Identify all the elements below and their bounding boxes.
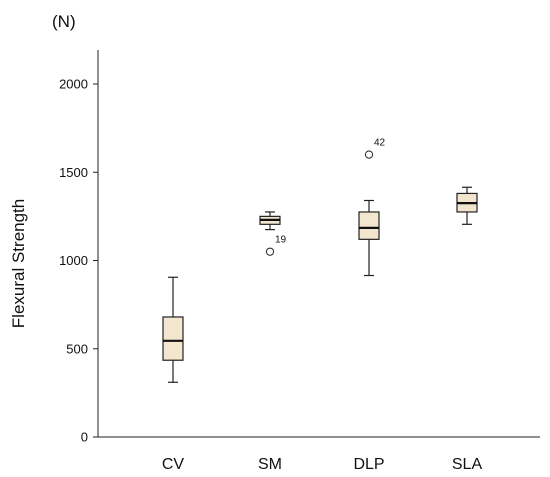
- y-tick-label: 0: [81, 430, 88, 445]
- outlier-label: 19: [275, 235, 287, 246]
- iqr-box: [358, 211, 380, 240]
- x-tick-label: SLA: [452, 456, 483, 473]
- x-tick-label: SM: [258, 456, 282, 473]
- box-sm: [259, 211, 281, 231]
- y-unit-label: (N): [52, 12, 76, 31]
- outlier-point: [364, 150, 374, 159]
- iqr-box: [162, 316, 184, 361]
- x-ticks: CV SM DLP SLA: [162, 456, 483, 473]
- y-tick-label: 500: [66, 341, 88, 356]
- x-tick-label: CV: [162, 456, 185, 473]
- outlier-point: [265, 247, 275, 256]
- y-tick-label: 1000: [59, 253, 88, 268]
- box-dlp: [358, 199, 380, 277]
- y-ticks: 0 500 1000 1500 2000: [59, 77, 98, 445]
- outlier-label: 42: [374, 138, 386, 149]
- y-tick-label: 1500: [59, 165, 88, 180]
- box-cv: [162, 276, 184, 383]
- y-axis-label: Flexural Strength: [9, 199, 28, 328]
- boxes: [162, 186, 478, 383]
- box-sla: [456, 186, 478, 225]
- y-tick-label: 2000: [59, 77, 88, 92]
- x-tick-label: DLP: [353, 456, 384, 473]
